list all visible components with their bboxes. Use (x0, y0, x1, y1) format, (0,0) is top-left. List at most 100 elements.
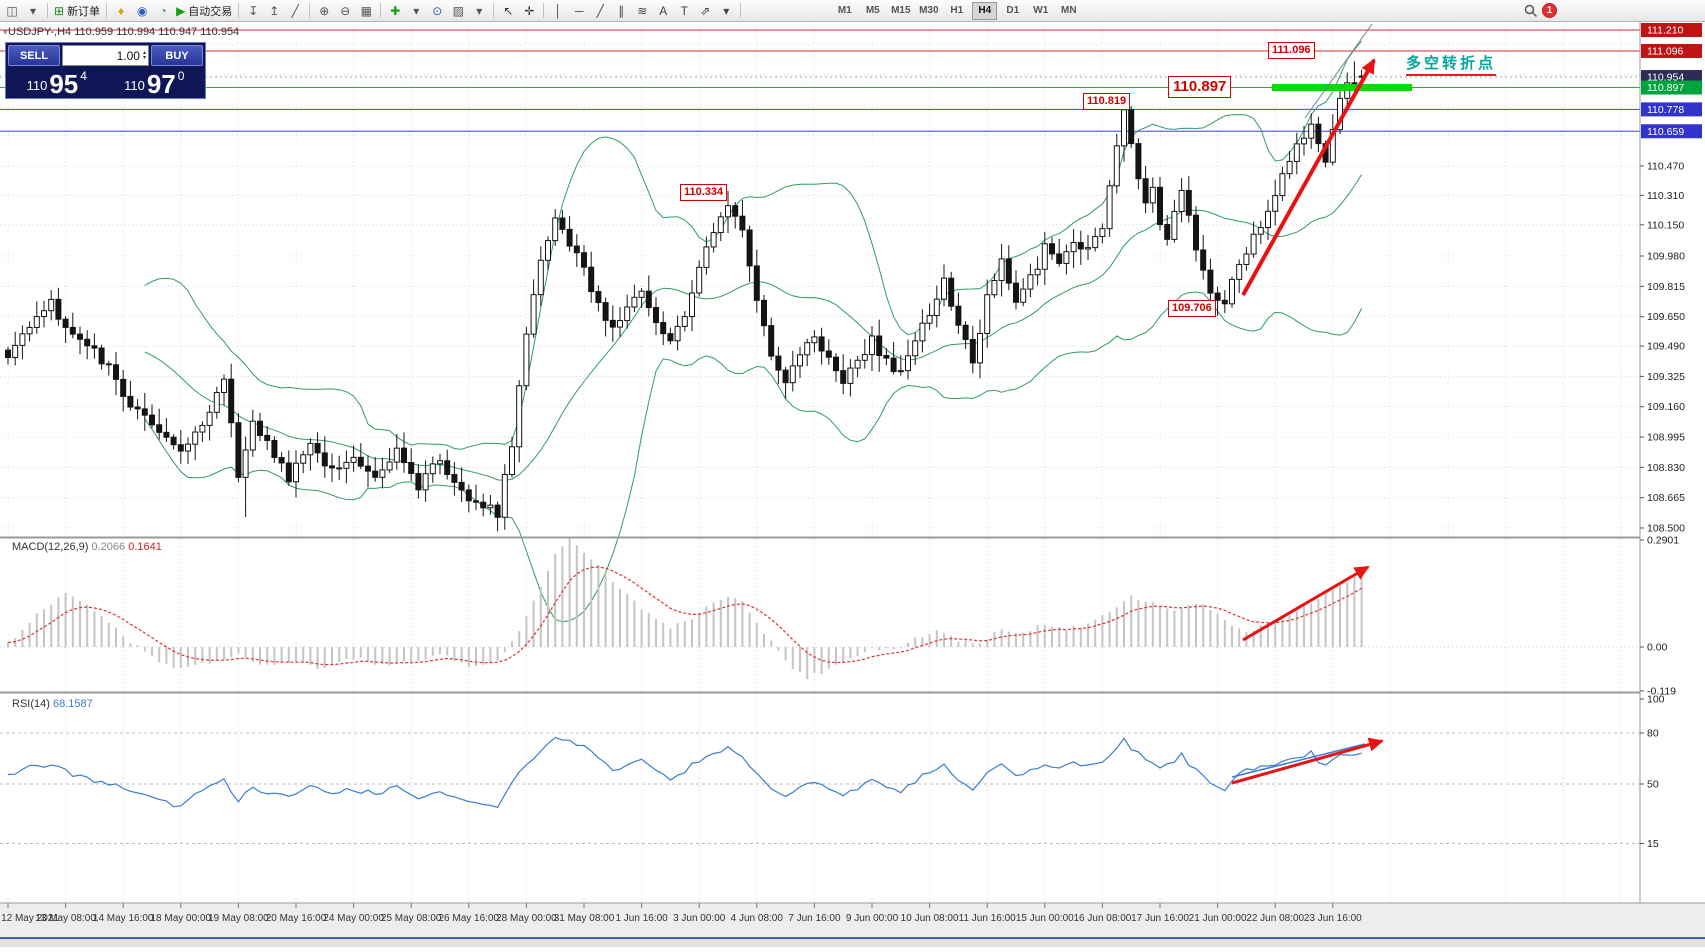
svg-text:23 Jun 16:00: 23 Jun 16:00 (1304, 913, 1362, 924)
rsi-layer (7, 736, 1362, 808)
toolbar-separator (493, 3, 495, 18)
strategy-tester-icon[interactable]: ◔ (159, 3, 167, 18)
svg-text:109.980: 109.980 (1647, 251, 1685, 263)
new-chart-dropdown-icon[interactable]: ▾ (29, 3, 37, 18)
horizontal-line-icon[interactable]: ─ (575, 3, 584, 18)
svg-text:3 Jun 00:00: 3 Jun 00:00 (673, 913, 726, 924)
widget-collapse-icon[interactable]: ▾ (3, 27, 8, 37)
crosshair-icon[interactable]: ✛ (524, 3, 535, 18)
trend-arrow-macd (1242, 565, 1370, 642)
price-callout[interactable]: 110.897 (1168, 76, 1232, 98)
macd-layer (7, 538, 1363, 680)
timeframe-m5[interactable]: M5 (865, 5, 880, 16)
svg-text:18 May 00:00: 18 May 00:00 (150, 913, 211, 924)
support-zone-bar[interactable] (1272, 84, 1412, 92)
search-icon[interactable] (1521, 1, 1541, 21)
svg-text:7 Jun 16:00: 7 Jun 16:00 (788, 913, 841, 924)
toolbar-separator (238, 3, 240, 18)
indicators-icon[interactable]: ✚ (390, 3, 401, 18)
svg-text:109.490: 109.490 (1647, 341, 1685, 353)
volume-spinner[interactable]: ▴ ▾ (142, 49, 146, 61)
sell-price[interactable]: 110 95 4 (8, 68, 106, 99)
templates-dropdown-icon[interactable]: ▾ (476, 3, 483, 18)
autotrading-button-label: 自动交易 (188, 5, 233, 18)
timeframe-mn[interactable]: MN (1061, 5, 1077, 16)
fibonacci-icon[interactable]: ≋ (637, 3, 648, 18)
price-callout[interactable]: 110.819 (1083, 93, 1131, 110)
new-order-button[interactable]: ⊞ 新订单 (52, 1, 102, 21)
candles-layer (5, 61, 1365, 532)
svg-text:31 May 08:00: 31 May 08:00 (554, 913, 615, 924)
toolbar-separator (740, 3, 742, 18)
indicators-dropdown-icon[interactable]: ▾ (413, 3, 420, 18)
toolbar-separator (543, 3, 545, 18)
toolbar-separator (106, 3, 108, 18)
price-tag (1641, 23, 1702, 37)
sell-button[interactable]: SELL (8, 45, 60, 66)
arrows-icon[interactable]: ⇗ (700, 3, 711, 18)
timeframe-m30[interactable]: M30 (919, 5, 939, 16)
buy-price-int: 110 (124, 78, 145, 93)
metaeditor-icon[interactable]: ♦ (118, 3, 125, 18)
svg-text:12 May 2021: 12 May 2021 (1, 913, 59, 924)
sell-price-int: 110 (26, 78, 48, 93)
trendline-icon[interactable]: ╱ (596, 3, 604, 18)
autotrading-button[interactable]: ▶ 自动交易 (174, 1, 234, 21)
timeframe-d1[interactable]: D1 (1006, 5, 1020, 16)
timeframe-h1[interactable]: H1 (950, 5, 964, 16)
buy-price[interactable]: 110 97 0 (106, 68, 204, 97)
volume-down-icon[interactable]: ▾ (142, 54, 146, 61)
price-tag (1641, 102, 1702, 117)
zoom-out-icon[interactable]: ⊖ (340, 3, 351, 18)
price-tag (1641, 124, 1702, 139)
vertical-line-icon[interactable]: │ (554, 3, 563, 18)
trendline-main (1304, 23, 1373, 119)
text-icon[interactable]: A (659, 3, 668, 18)
channel-icon[interactable]: ∥ (618, 3, 625, 18)
svg-text:110.778: 110.778 (1647, 104, 1684, 116)
objects-icon[interactable]: ⊙ (432, 3, 443, 18)
price-callout[interactable]: 109.706 (1168, 300, 1216, 317)
trend-arrow-rsi (1231, 737, 1384, 785)
buy-price-sup: 0 (177, 69, 185, 83)
price-scale[interactable]: 110.470 110.310 110.150 109.980 109.815 109.6… (1639, 22, 1705, 903)
zoom-in-icon[interactable]: ⊕ (319, 3, 330, 18)
buy-button[interactable]: BUY (151, 45, 203, 66)
arrows-dropdown-icon[interactable]: ▾ (723, 3, 730, 18)
price-callout[interactable]: 111.096 (1268, 42, 1315, 59)
templates-icon[interactable]: ▨ (452, 3, 464, 18)
sell-price-main: 95 (49, 68, 79, 99)
timeframe-w1[interactable]: W1 (1033, 5, 1049, 16)
svg-text:100: 100 (1647, 694, 1665, 706)
horizontal-scrollbar[interactable] (0, 937, 1705, 947)
svg-text:1 Jun 16:00: 1 Jun 16:00 (615, 913, 668, 924)
volume-up-icon[interactable]: ▴ (142, 49, 146, 56)
grid-icon[interactable]: ▦ (360, 3, 372, 18)
price-tag (1641, 43, 1702, 58)
annotation-note[interactable]: 多空转折点 (1406, 52, 1497, 76)
svg-text:108.830: 108.830 (1647, 462, 1685, 474)
price-callout[interactable]: 110.334 (680, 184, 728, 201)
new-chart-icon[interactable]: ◫ (6, 3, 18, 18)
svg-text:9 Jun 00:00: 9 Jun 00:00 (846, 913, 899, 924)
timeframe-h4[interactable]: H4 (972, 1, 998, 20)
label-icon[interactable]: T (680, 3, 688, 18)
cursor-icon[interactable]: ↖ (503, 3, 514, 18)
market-watch-icon[interactable]: ◉ (136, 3, 148, 18)
timeframe-m15[interactable]: M15 (891, 5, 911, 16)
drawn-objects[interactable] (1231, 23, 1384, 785)
notifications-badge[interactable]: 1 (1542, 3, 1557, 18)
trend-arrow-main (1241, 58, 1376, 296)
svg-text:110.659: 110.659 (1647, 126, 1684, 138)
svg-text:110.470: 110.470 (1647, 160, 1684, 172)
chart-shift-icon[interactable]: ↥ (269, 3, 280, 18)
macd-label: MACD(12,26,9) 0.2066 0.1641 (12, 541, 162, 553)
volume-input[interactable]: 1.00 ▴ ▾ (62, 45, 149, 66)
scale-fix-icon[interactable]: ╱ (291, 3, 299, 18)
auto-scroll-icon[interactable]: ↧ (248, 3, 259, 18)
svg-text:50: 50 (1647, 779, 1659, 791)
chart-canvas[interactable]: 110.470 110.310 110.150 109.980 109.815 109.6… (0, 22, 1705, 947)
timeframe-m1[interactable]: M1 (837, 5, 852, 16)
macd-name: MACD(12,26,9) (12, 541, 89, 553)
